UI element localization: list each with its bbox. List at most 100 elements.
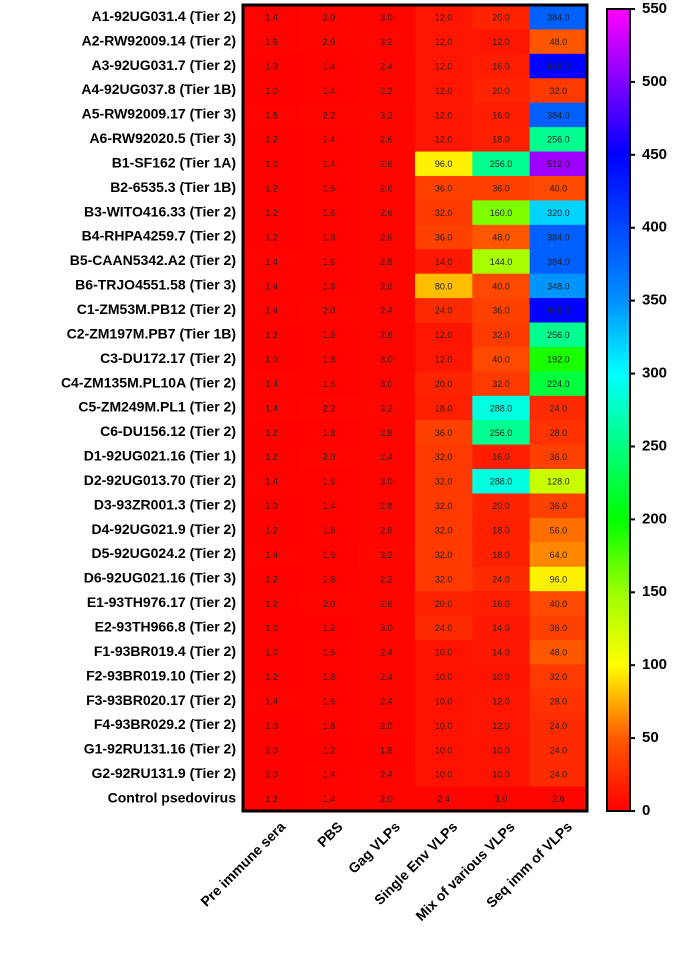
cell xyxy=(357,444,416,470)
cell-label: 32.0 xyxy=(435,208,453,218)
cell-label: 10.0 xyxy=(492,770,510,780)
cell-label: 2.0 xyxy=(323,13,336,23)
cell xyxy=(472,591,531,617)
cell-label: 1.2 xyxy=(265,672,278,682)
cell xyxy=(529,102,588,128)
cell xyxy=(529,493,588,519)
cell xyxy=(357,224,416,250)
cell xyxy=(357,517,416,543)
cell-label: 14.0 xyxy=(492,648,510,658)
cell xyxy=(243,640,301,665)
cell-label: 24.0 xyxy=(550,721,568,731)
cell-label: 2.8 xyxy=(380,501,393,511)
cell xyxy=(472,713,531,739)
row-label: F4-93BR029.2 (Tier 2) xyxy=(94,716,236,732)
cell xyxy=(415,371,473,397)
cell-label: 3.0 xyxy=(380,13,393,23)
cell xyxy=(415,273,473,299)
colorbar-tick-label: 550 xyxy=(642,0,667,17)
cell-label: 10.0 xyxy=(435,745,453,755)
cell xyxy=(529,786,588,812)
cell-label: 128.0 xyxy=(547,477,570,487)
cell-label: 1.0 xyxy=(265,770,278,780)
cell xyxy=(243,224,301,250)
cell-label: 1.0 xyxy=(265,355,278,365)
cell-label: 12.0 xyxy=(492,721,510,731)
cell-label: 36.0 xyxy=(435,232,453,242)
cell-label: 24.0 xyxy=(550,745,568,755)
cell-label: 1.4 xyxy=(323,794,336,804)
cell xyxy=(300,493,359,519)
cell-label: 3.2 xyxy=(380,403,393,413)
cell xyxy=(300,395,359,421)
cell-label: 1.2 xyxy=(265,794,278,804)
cell xyxy=(472,249,531,275)
row-label: C2-ZM197M.PB7 (Tier 1B) xyxy=(67,325,236,341)
cell-label: 2.0 xyxy=(323,599,336,609)
cell-label: 12.0 xyxy=(435,37,453,47)
cell-label: 48.0 xyxy=(492,232,510,242)
cell xyxy=(415,737,473,763)
cell xyxy=(472,762,531,788)
cell-label: 40.0 xyxy=(492,355,510,365)
cell xyxy=(472,127,531,153)
cell-label: 1.4 xyxy=(265,281,278,291)
cell xyxy=(357,542,416,568)
row-label: G2-92RU131.9 (Tier 2) xyxy=(92,765,236,781)
cell-label: 36.0 xyxy=(435,428,453,438)
cell-label: 1.6 xyxy=(265,37,278,47)
cell-label: 2.0 xyxy=(380,794,393,804)
cell-label: 12.0 xyxy=(492,696,510,706)
cell-label: 64.0 xyxy=(550,550,568,560)
cell xyxy=(300,346,359,372)
cell xyxy=(415,786,473,812)
cell xyxy=(529,249,588,275)
cell xyxy=(300,127,359,153)
cell-label: 1.0 xyxy=(265,159,278,169)
cell-label: 1.4 xyxy=(323,61,336,71)
cell xyxy=(300,298,359,324)
cell-label: 1.4 xyxy=(265,550,278,560)
cell-label: 1.8 xyxy=(323,672,336,682)
cell xyxy=(243,102,301,128)
cell xyxy=(357,175,416,201)
row-label: G1-92RU131.16 (Tier 2) xyxy=(84,741,236,757)
cell-label: 2.0 xyxy=(380,721,393,731)
cell xyxy=(357,713,416,739)
cell xyxy=(472,29,531,55)
cell-label: 144.0 xyxy=(490,257,513,267)
cell xyxy=(415,713,473,739)
cell-label: 448.0 xyxy=(547,61,570,71)
cell xyxy=(472,53,531,79)
cell xyxy=(243,322,301,348)
cell-label: 1.8 xyxy=(323,281,336,291)
cell-label: 2.4 xyxy=(380,452,393,462)
cell xyxy=(529,762,588,788)
row-label: A6-RW92020.5 (Tier 3) xyxy=(89,130,236,146)
cell-label: 96.0 xyxy=(550,574,568,584)
cell-label: 1.0 xyxy=(265,86,278,96)
colorbar-tick-label: 150 xyxy=(642,583,667,600)
cell-label: 1.2 xyxy=(265,452,278,462)
cell xyxy=(300,713,359,739)
cell xyxy=(529,371,588,397)
cell xyxy=(243,566,301,592)
cell-label: 14.0 xyxy=(435,257,453,267)
cell xyxy=(300,517,359,543)
cell xyxy=(415,444,473,470)
cell-label: 2.4 xyxy=(380,61,393,71)
cell xyxy=(472,640,531,665)
cell xyxy=(415,493,473,519)
cell-label: 3.0 xyxy=(380,379,393,389)
cell-label: 2.0 xyxy=(323,306,336,316)
cell-label: 16.0 xyxy=(492,61,510,71)
cell xyxy=(529,53,588,79)
cell xyxy=(357,493,416,519)
cell-label: 2.2 xyxy=(380,86,393,96)
cell-label: 1.8 xyxy=(323,330,336,340)
cell xyxy=(529,78,588,104)
cell xyxy=(300,78,359,104)
cell xyxy=(472,224,531,250)
cell-label: 1.4 xyxy=(265,13,278,23)
row-label: A5-RW92009.17 (Tier 3) xyxy=(82,106,236,122)
